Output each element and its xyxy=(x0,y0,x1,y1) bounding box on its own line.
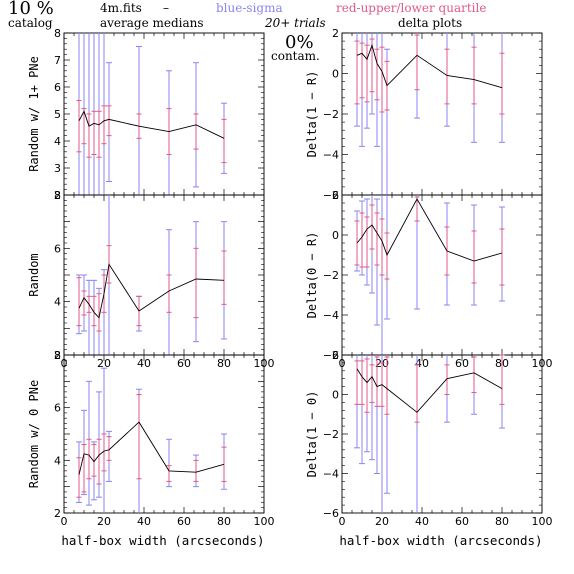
y-tick-label: 3 xyxy=(54,162,61,175)
y-tick-label: 2 xyxy=(332,349,339,362)
median-line xyxy=(356,368,503,413)
x-tick-label: 40 xyxy=(137,515,151,528)
panel-2: −6 −4 −2 0 2 Delta(1 − R) xyxy=(305,27,543,202)
y-tick-label: −2 xyxy=(323,108,339,121)
median-line xyxy=(78,110,225,139)
x-tick-label: 60 xyxy=(455,515,469,528)
x-tick-label: 60 xyxy=(455,357,469,370)
y-tick-label: −4 xyxy=(323,468,339,481)
x-tick-label: 80 xyxy=(495,515,509,528)
x-tick-label: 20 xyxy=(97,515,111,528)
panel-1: 2 3 4 5 6 7 8 Random w/ 1+ PNe xyxy=(27,27,265,202)
y-tick-label: 4 xyxy=(54,135,61,148)
y-tick-label: 2 xyxy=(54,189,61,202)
header-catalog: catalog xyxy=(8,16,53,30)
x-tick-label: 80 xyxy=(217,357,231,370)
y-tick-label: −6 xyxy=(323,189,339,202)
y-axis-label: Delta(0 − R) xyxy=(305,232,319,319)
y-tick-label: 7 xyxy=(54,54,61,67)
x-tick-label: 40 xyxy=(415,515,429,528)
y-tick-label: −6 xyxy=(323,507,339,520)
x-tick-label: 100 xyxy=(532,515,553,528)
y-tick-label: −2 xyxy=(323,269,339,282)
median-line xyxy=(78,421,225,475)
y-tick-label: 8 xyxy=(54,349,61,362)
header-file: 4m.fits xyxy=(100,1,142,15)
x-tick-label: 0 xyxy=(339,515,346,528)
y-axis-label: Random w/ 0 PNe xyxy=(27,380,41,488)
x-tick-label: 40 xyxy=(137,357,151,370)
y-tick-label: −6 xyxy=(323,349,339,362)
y-tick-label: 6 xyxy=(54,402,61,415)
median-line xyxy=(356,198,503,262)
y-tick-label: 2 xyxy=(332,189,339,202)
x-tick-label: 60 xyxy=(177,357,191,370)
y-tick-label: −2 xyxy=(323,428,339,441)
y-axis-label: Delta(1 − 0) xyxy=(305,391,319,478)
x-tick-label: 80 xyxy=(217,515,231,528)
y-tick-label: 0 xyxy=(332,229,339,242)
x-axis-label-right: half-box width (arcseconds) xyxy=(339,533,542,548)
y-axis-label: Delta(1 − R) xyxy=(305,71,319,158)
x-tick-label: 60 xyxy=(177,515,191,528)
x-tick-label: 100 xyxy=(254,515,275,528)
header-delta-plots: delta plots xyxy=(398,16,462,30)
panel-6: 0 20 40 60 80 100 −6 −4 −2 0 2 Delta(1 − 0) xyxy=(305,349,553,528)
y-tick-label: 0 xyxy=(332,389,339,402)
x-tick-label: 20 xyxy=(97,357,111,370)
y-tick-label: 8 xyxy=(54,27,61,40)
y-axis-label: Random xyxy=(27,253,41,296)
y-tick-label: 5 xyxy=(54,108,61,121)
x-tick-label: 0 xyxy=(61,515,68,528)
header-red-quartile: red-upper/lower quartile xyxy=(336,1,486,15)
header-blue-sigma: blue-sigma xyxy=(216,1,283,15)
header-contam: contam. xyxy=(271,49,320,63)
header-dash: – xyxy=(163,1,169,15)
y-tick-label: 4 xyxy=(54,296,61,309)
y-tick-label: 4 xyxy=(54,454,61,467)
x-tick-label: 20 xyxy=(375,515,389,528)
header-average-medians: average medians xyxy=(100,16,204,30)
y-tick-label: 0 xyxy=(332,68,339,81)
y-tick-label: 6 xyxy=(54,242,61,255)
median-line xyxy=(356,43,503,89)
y-tick-label: 2 xyxy=(332,27,339,40)
header-percent: 10 % xyxy=(8,0,54,19)
y-tick-label: 2 xyxy=(54,507,61,520)
x-axis-label-left: half-box width (arcseconds) xyxy=(61,533,264,548)
median-line xyxy=(78,263,225,319)
y-tick-label: −4 xyxy=(323,309,339,322)
header-trials: 20+ trials xyxy=(264,16,326,30)
header-contam-percent: 0% xyxy=(285,32,314,53)
y-axis-label: Random w/ 1+ PNe xyxy=(27,56,41,172)
x-tick-label: 40 xyxy=(415,357,429,370)
panel-5: 0 20 40 60 80 100 2 4 6 8 Random w/ 0 PNe xyxy=(27,349,275,528)
y-tick-label: 8 xyxy=(54,189,61,202)
y-tick-label: 2 xyxy=(54,349,61,362)
y-tick-label: 6 xyxy=(54,81,61,94)
y-tick-label: −4 xyxy=(323,149,339,162)
